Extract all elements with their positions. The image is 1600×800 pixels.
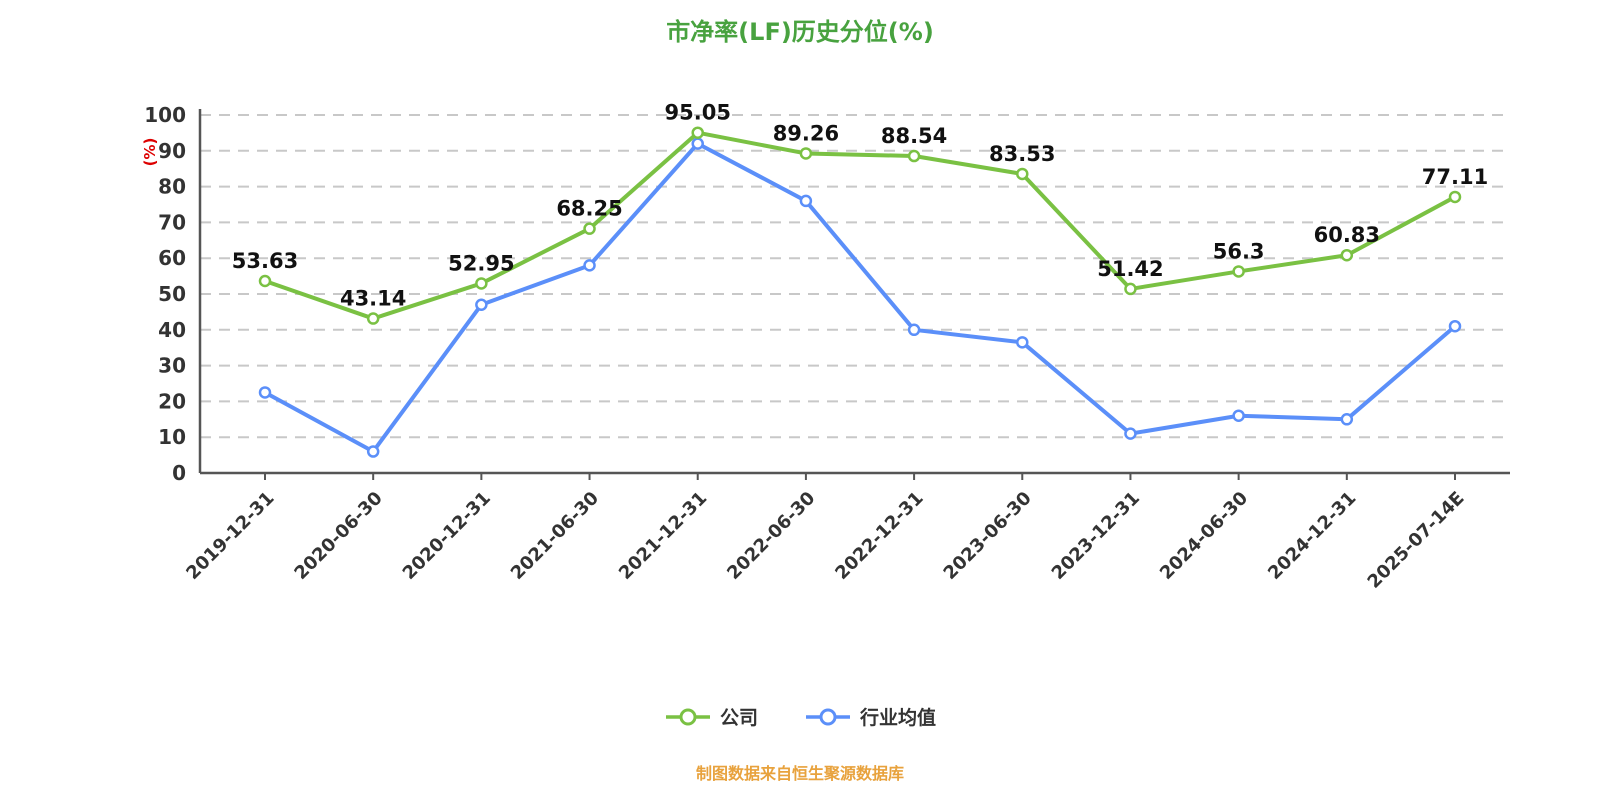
data-source-note: 制图数据来自恒生聚源数据库: [695, 764, 904, 783]
data-point: [691, 126, 704, 139]
data-point: [475, 277, 488, 290]
data-point: [1124, 282, 1137, 296]
legend-label-industry: 行业均值: [860, 707, 937, 729]
data-point: [366, 445, 380, 458]
chart-legend: 公司 行业均值: [0, 703, 1600, 730]
data-label: 60.83: [1314, 223, 1380, 247]
y-tick-label: 60: [158, 246, 186, 270]
x-tick-label: 2023-06-30: [940, 488, 1036, 584]
data-point: [1232, 409, 1245, 422]
y-tick-label: 10: [158, 425, 186, 449]
data-point: [1448, 190, 1462, 204]
data-point: [799, 194, 813, 208]
legend-item-industry[interactable]: 行业均值: [804, 703, 936, 730]
data-label: 95.05: [665, 101, 731, 125]
data-label: 56.3: [1213, 239, 1265, 263]
legend-label-company: 公司: [719, 707, 758, 729]
x-tick-label: 2025-07-14E: [1364, 488, 1469, 593]
data-point: [799, 147, 813, 160]
x-tick-label: 2024-12-31: [1264, 488, 1360, 584]
data-point: [1016, 336, 1029, 349]
y-tick-label: 70: [158, 210, 186, 234]
data-label: 88.54: [881, 124, 947, 148]
data-point: [366, 312, 380, 325]
x-tick-label: 2020-12-31: [399, 488, 495, 584]
y-tick-label: 90: [158, 139, 186, 163]
x-tick-label: 2021-06-30: [507, 488, 603, 584]
data-label: 51.42: [1097, 257, 1163, 281]
series-line-公司: [263, 130, 1457, 321]
data-label: 68.25: [556, 197, 622, 221]
data-point: [1124, 427, 1137, 440]
data-point: [1340, 248, 1354, 262]
data-point: [1340, 413, 1354, 426]
data-point: [258, 274, 272, 288]
data-label: 77.11: [1422, 165, 1488, 189]
x-tick-label: 2024-06-30: [1156, 488, 1252, 584]
y-tick-label: 40: [158, 318, 186, 342]
data-point: [583, 259, 596, 272]
x-tick-label: 2019-12-31: [182, 488, 278, 584]
y-tick-label: 30: [158, 354, 186, 378]
y-tick-label: 80: [158, 175, 186, 199]
data-label: 83.53: [989, 142, 1055, 166]
y-tick-label: 50: [158, 282, 186, 306]
data-point: [258, 386, 272, 399]
series-line-行业均值: [263, 141, 1457, 454]
data-point: [1016, 167, 1029, 181]
legend-marker-industry-icon: [806, 708, 850, 725]
x-tick-label: 2022-12-31: [831, 488, 927, 584]
y-tick-label: 20: [158, 389, 186, 413]
x-tick-label: 2020-06-30: [290, 488, 386, 584]
data-label: 52.95: [448, 251, 514, 275]
y-axis-unit-label: (%): [141, 138, 159, 167]
y-tick-label: 0: [172, 461, 186, 485]
data-label: 89.26: [773, 121, 839, 145]
data-point: [583, 222, 596, 235]
data-point: [475, 298, 488, 311]
data-point: [907, 149, 921, 163]
x-tick-label: 2022-06-30: [723, 488, 819, 584]
data-point: [1232, 265, 1245, 278]
chart-title: 市净率(LF)历史分位(%): [666, 18, 934, 46]
legend-marker-company-icon: [665, 708, 710, 725]
y-tick-label: 100: [144, 103, 186, 127]
legend-item-company[interactable]: 公司: [664, 703, 758, 730]
data-point: [1448, 319, 1462, 333]
data-point: [691, 137, 704, 150]
data-label: 53.63: [232, 249, 298, 273]
data-point: [907, 323, 921, 337]
x-tick-label: 2021-12-31: [615, 488, 711, 584]
data-label: 43.14: [340, 287, 406, 311]
x-tick-label: 2023-12-31: [1048, 488, 1144, 584]
